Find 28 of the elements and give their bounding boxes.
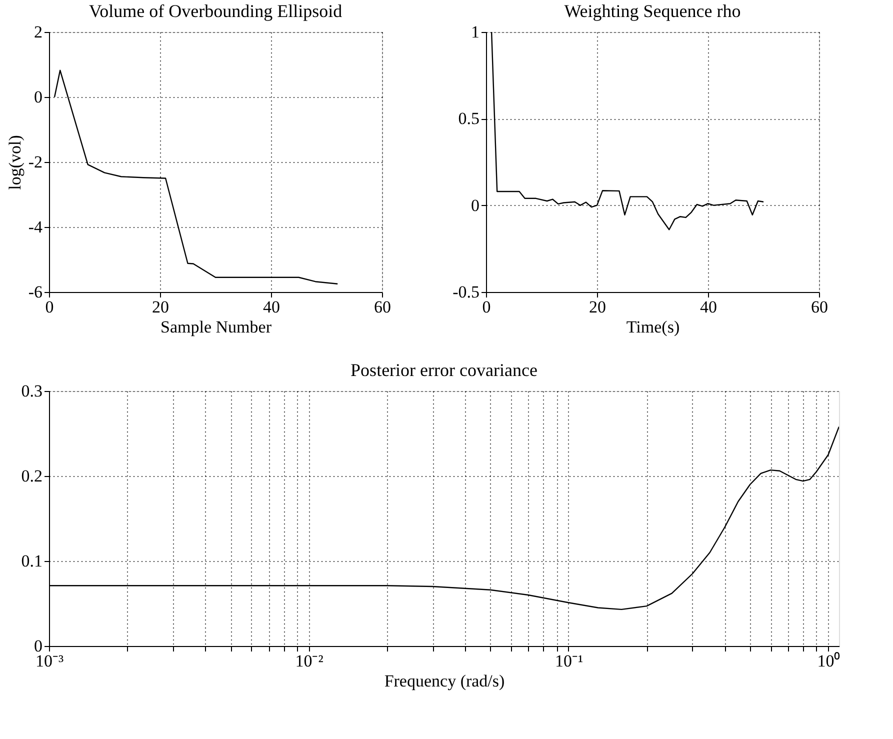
y-tick-label: -6 — [28, 282, 42, 302]
x-tick-label: 40 — [700, 298, 717, 316]
y-tick-label: 0 — [34, 88, 42, 106]
x-tick-label: 40 — [263, 298, 280, 316]
chart-title: Weighting Sequence rho — [564, 1, 741, 21]
y-tick-label: 0.5 — [458, 109, 480, 128]
x-tick-label: 10⁰ — [817, 652, 840, 670]
x-axis-title: Frequency (rad/s) — [384, 672, 505, 690]
y-tick-label: 0.3 — [21, 382, 42, 400]
chart-title: Posterior error covariance — [350, 360, 538, 380]
x-axis-title: Sample Number — [160, 318, 272, 336]
x-tick-label: 10⁻¹ — [554, 652, 584, 670]
y-tick-label: -2 — [28, 152, 42, 172]
x-axis-title: Time(s) — [626, 318, 680, 336]
y-axis-title: log(vol) — [5, 135, 24, 190]
x-tick-label: 20 — [152, 298, 169, 316]
x-tick-label: 10⁻² — [295, 652, 324, 670]
x-tick-label: 20 — [589, 298, 606, 316]
x-tick-label: 60 — [374, 298, 391, 316]
y-tick-label: 0 — [471, 196, 480, 215]
chart-title: Volume of Overbounding Ellipsoid — [88, 1, 342, 21]
y-tick-label: -4 — [28, 218, 43, 236]
x-tick-label: 60 — [811, 298, 828, 316]
y-tick-label: 0.2 — [21, 466, 42, 486]
y-tick-label: 2 — [34, 22, 42, 42]
y-tick-label: 1 — [471, 22, 480, 42]
y-tick-label: 0.1 — [21, 552, 42, 570]
y-tick-label: -0.5 — [452, 282, 480, 302]
